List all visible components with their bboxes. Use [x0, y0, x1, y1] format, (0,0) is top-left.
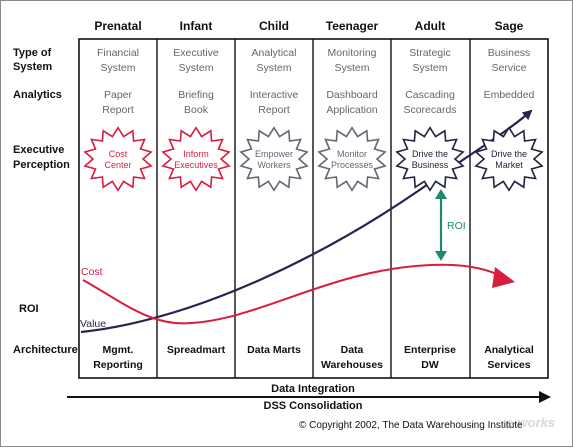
architecture-cell: Spreadmart [167, 344, 226, 356]
row-label-executive-perception-line2: Perception [13, 159, 70, 171]
perception-label: Executives [174, 160, 218, 170]
type-of-system-cell: Monitoring [327, 47, 376, 59]
type-of-system-cell: Executive [173, 47, 219, 59]
stage-header-infant: Infant [180, 19, 213, 33]
perception-label: Drive the [491, 149, 527, 159]
row-label-architecture: Architecture [13, 344, 78, 356]
type-of-system-cell: System [178, 62, 213, 74]
analytics-cell: Book [184, 104, 209, 116]
architecture-cell: Services [487, 359, 530, 371]
perception-label: Workers [257, 160, 291, 170]
row-label-analytics: Analytics [13, 89, 62, 101]
row-label-roi: ROI [19, 303, 39, 315]
architecture-cell: Analytical [484, 344, 534, 356]
perception-label: Center [104, 160, 131, 170]
analytics-cell: Cascading [405, 89, 455, 101]
cost-curve-label: Cost [81, 266, 103, 278]
arrow-up-icon [435, 189, 447, 199]
perception-label: Cost [109, 149, 128, 159]
analytics-cell: Report [258, 104, 290, 116]
architecture-cell: Enterprise [404, 344, 456, 356]
starburst-icon [241, 128, 307, 191]
architecture-cell: Warehouses [321, 359, 383, 371]
analytics-cell: Briefing [178, 89, 214, 101]
stage-header-prenatal: Prenatal [94, 19, 141, 33]
type-of-system-cell: Analytical [252, 47, 297, 59]
perception-label: Drive the [412, 149, 448, 159]
axis-label-data-integration: Data Integration [271, 383, 355, 395]
roi-gap-arrow: ROI [435, 189, 466, 261]
perception-label: Inform [183, 149, 209, 159]
perception-label: Business [412, 160, 449, 170]
architecture-cell: Reporting [93, 359, 143, 371]
analytics-cell: Report [102, 104, 134, 116]
analytics-cell: Interactive [250, 89, 299, 101]
row-label-type-of-system-line1: Type of [13, 47, 52, 59]
type-of-system-cell: Financial [97, 47, 139, 59]
analytics-cell: Scorecards [403, 104, 456, 116]
type-of-system-cell: System [334, 62, 369, 74]
stage-headers: Prenatal Infant Child Teenager Adult Sag… [94, 19, 523, 33]
starburst-icon [163, 128, 229, 191]
copyright-notice: © Copyright 2002, The Data Warehousing I… [299, 420, 523, 431]
starburst-icon [476, 128, 542, 191]
stage-header-child: Child [259, 19, 289, 33]
starburst-icon [85, 128, 151, 191]
row-label-type-of-system-line2: System [13, 61, 52, 73]
cost-curve [83, 265, 506, 324]
roi-gap-label: ROI [447, 220, 466, 232]
row-labels: Type of System Analytics Executive Perce… [13, 47, 78, 356]
analytics-cell: Embedded [484, 89, 535, 101]
value-curve-label: Value [80, 318, 106, 330]
stage-header-adult: Adult [415, 19, 446, 33]
type-of-system-cell: System [256, 62, 291, 74]
stage-header-teenager: Teenager [326, 19, 379, 33]
type-of-system-cell: System [412, 62, 447, 74]
type-of-system-cell: Business [488, 47, 531, 59]
type-of-system-cell: System [100, 62, 135, 74]
perception-label: Empower [255, 149, 293, 159]
perception-label: Processes [331, 160, 374, 170]
architecture-cell: Mgmt. [103, 344, 134, 356]
type-of-system-cell: Service [491, 62, 526, 74]
starburst-icon [319, 128, 385, 191]
architecture-cell: DW [421, 359, 439, 371]
perception-label: Market [495, 160, 523, 170]
analytics-cell: Application [326, 104, 378, 116]
starburst-icon [397, 128, 463, 191]
analytics-cell: Paper [104, 89, 133, 101]
architecture-cell: Data Marts [247, 344, 301, 356]
stage-header-sage: Sage [495, 19, 524, 33]
architecture-cell: Data [341, 344, 364, 356]
cost-arrowhead-icon [492, 267, 515, 288]
perception-label: Monitor [337, 149, 367, 159]
axis-label-dss-consolidation: DSS Consolidation [264, 400, 363, 412]
type-of-system-cell: Strategic [409, 47, 450, 59]
row-label-executive-perception-line1: Executive [13, 144, 64, 156]
arrow-down-icon [435, 251, 447, 261]
analytics-cell: Dashboard [326, 89, 378, 101]
